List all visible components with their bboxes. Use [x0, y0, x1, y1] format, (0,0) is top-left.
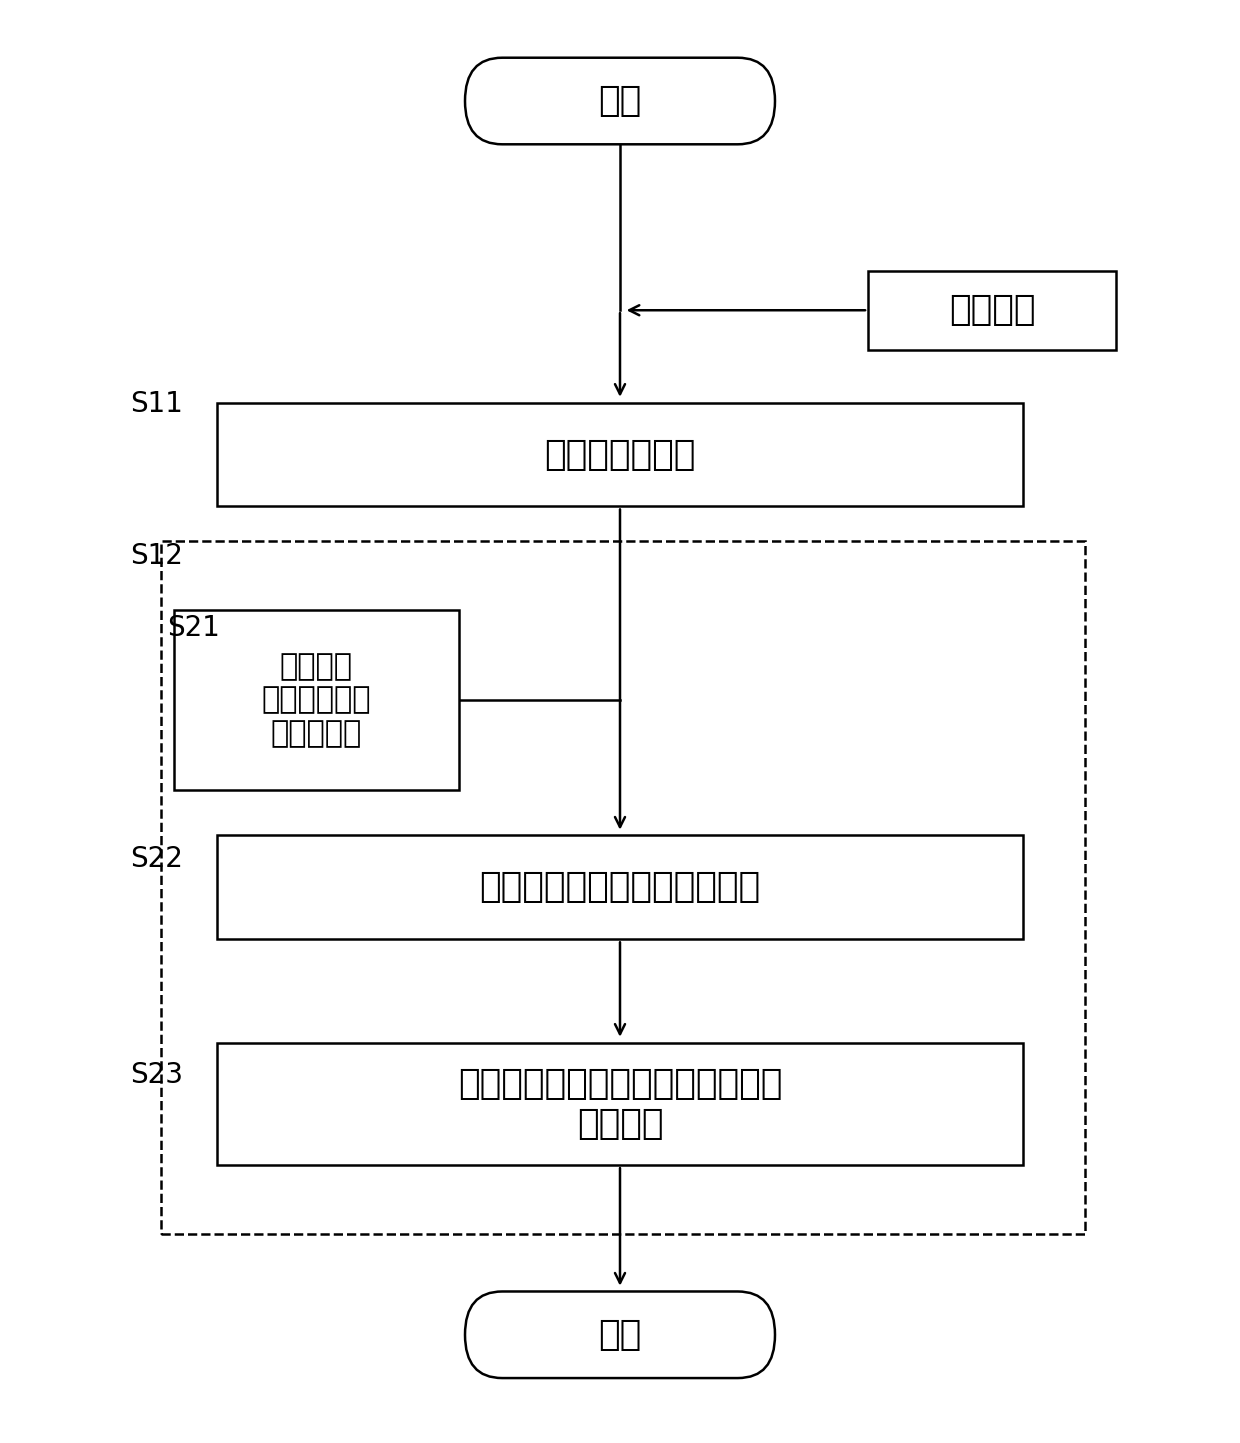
Text: S11: S11 [130, 390, 184, 418]
Bar [217, 835, 1023, 939]
Text: 分析第一图像以获取候选亮点: 分析第一图像以获取候选亮点 [480, 870, 760, 905]
Text: S12: S12 [130, 541, 184, 570]
Text: S22: S22 [130, 844, 184, 873]
Bar [217, 403, 1023, 506]
Bar [174, 609, 459, 791]
Text: 图像输入: 图像输入 [949, 293, 1035, 328]
Bar [161, 541, 1085, 1234]
Text: 开始: 开始 [599, 84, 641, 118]
FancyBboxPatch shape [465, 1291, 775, 1378]
Text: 分析第一
图像以计算亮
点判定阈值: 分析第一 图像以计算亮 点判定阈值 [262, 652, 371, 747]
FancyBboxPatch shape [465, 58, 775, 144]
Text: 图像预处理步骤: 图像预处理步骤 [544, 437, 696, 472]
Bar [868, 271, 1116, 351]
Text: 根据亮点判定阈值判断候选亮点是
否为亮点: 根据亮点判定阈值判断候选亮点是 否为亮点 [458, 1068, 782, 1140]
Text: S23: S23 [130, 1061, 184, 1089]
Bar [217, 1042, 1023, 1166]
Text: 结束: 结束 [599, 1317, 641, 1352]
Text: S21: S21 [167, 613, 221, 642]
